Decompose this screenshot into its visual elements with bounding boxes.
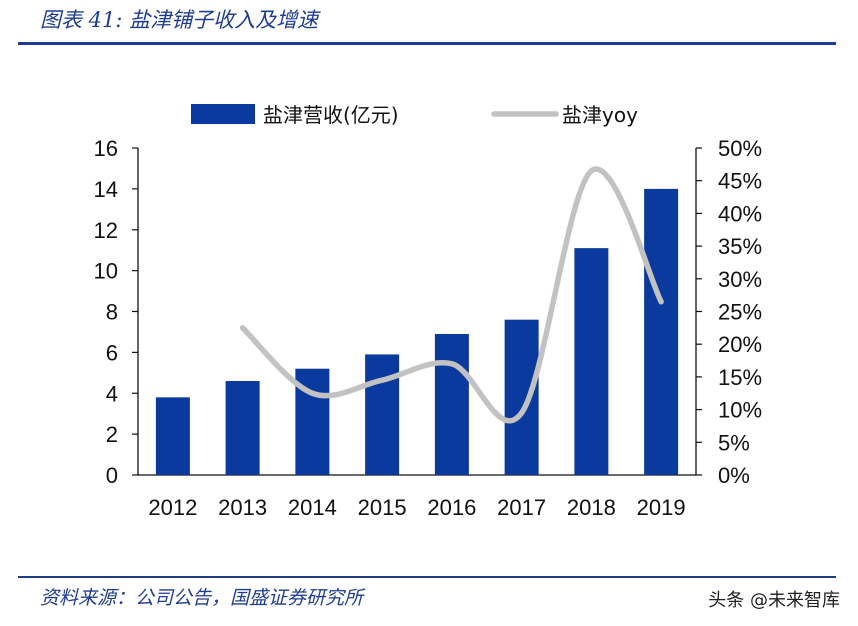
left-tick-label: 6 (106, 340, 118, 365)
left-tick-label: 14 (94, 177, 118, 202)
legend-bar-swatch (191, 104, 255, 124)
axes (132, 147, 702, 476)
x-tick-label: 2012 (148, 495, 197, 520)
right-tick-label: 45% (718, 169, 762, 194)
right-tick-label: 15% (718, 365, 762, 390)
source-note: 资料来源：公司公告，国盛证券研究所 (40, 587, 364, 609)
bottom-rule (18, 576, 836, 578)
line-series (239, 166, 664, 424)
x-tick-label: 2019 (637, 495, 686, 520)
bar-series (155, 188, 679, 475)
right-tick-label: 10% (718, 398, 762, 423)
x-tick-label: 2014 (288, 495, 337, 520)
left-tick-label: 2 (106, 422, 118, 447)
watermark: 头条 @未来智库 (708, 590, 840, 611)
revenue-growth-chart: 盐津营收(亿元) 盐津yoy 0 2 4 6 8 10 12 14 16 0% 5% 10% 15% 20%… (94, 103, 763, 520)
revenue-bar (644, 188, 679, 475)
right-tick-label: 40% (718, 201, 762, 226)
right-tick-label: 35% (718, 234, 762, 259)
yoy-line (239, 166, 664, 424)
left-tick-label: 16 (94, 136, 118, 161)
revenue-bar (365, 354, 400, 475)
legend: 盐津营收(亿元) 盐津yoy (191, 103, 638, 127)
right-tick-label: 5% (718, 430, 750, 455)
revenue-bar (434, 333, 469, 475)
top-rule (18, 42, 836, 45)
x-tick-label: 2018 (567, 495, 616, 520)
x-tick-label: 2013 (218, 495, 267, 520)
legend-line-label: 盐津yoy (562, 103, 638, 127)
left-tick-label: 12 (94, 218, 118, 243)
revenue-bar (504, 319, 539, 475)
x-tick-label: 2016 (427, 495, 476, 520)
left-tick-label: 4 (106, 381, 118, 406)
right-tick-label: 25% (718, 300, 762, 325)
right-tick-label: 20% (718, 332, 762, 357)
x-tick-label: 2017 (497, 495, 546, 520)
right-tick-label: 50% (718, 136, 762, 161)
revenue-bar (574, 248, 609, 475)
right-tick-label: 0% (718, 463, 750, 488)
figure-title: 图表 41: 盐津铺子收入及增速 (40, 8, 319, 32)
tick-labels: 0 2 4 6 8 10 12 14 16 0% 5% 10% 15% 20% 25% 30% 35% 40% 45… (94, 136, 763, 520)
revenue-bar (225, 380, 260, 475)
revenue-bar (155, 397, 190, 475)
right-tick-label: 30% (718, 267, 762, 292)
left-tick-label: 8 (106, 300, 118, 325)
x-tick-label: 2015 (358, 495, 407, 520)
left-tick-label: 0 (106, 463, 118, 488)
legend-bar-label: 盐津营收(亿元) (263, 103, 399, 127)
left-tick-label: 10 (94, 259, 118, 284)
